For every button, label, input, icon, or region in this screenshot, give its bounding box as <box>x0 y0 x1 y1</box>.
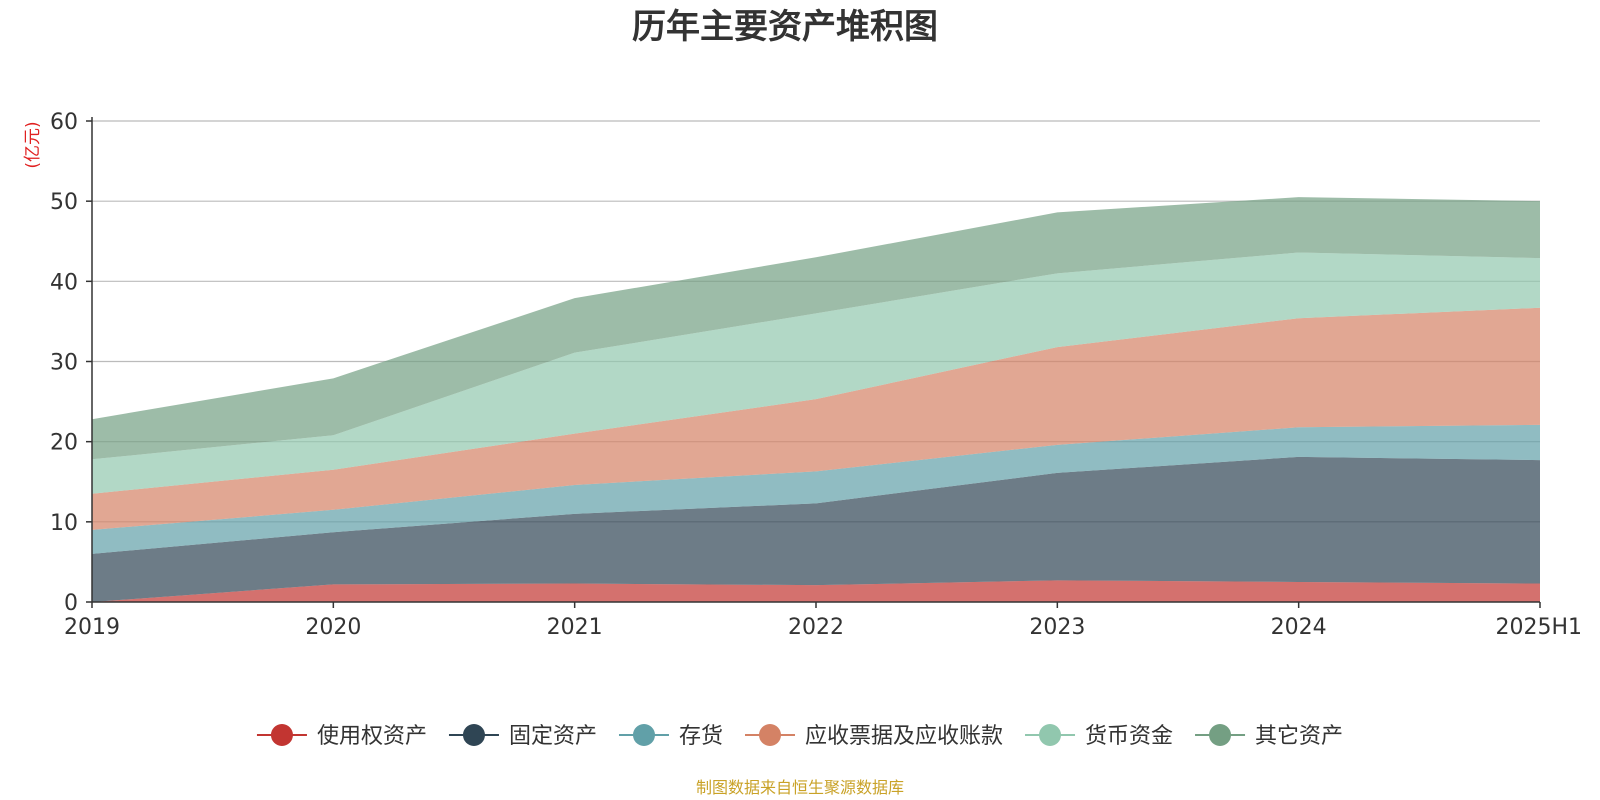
x-axis-tick-labels: 2019 2020 2021 2022 2023 2024 2025H1 <box>64 615 1582 640</box>
area-series-1 <box>92 580 1540 602</box>
legend-item-5[interactable]: 货币资金 <box>1025 724 1173 749</box>
area-series-5 <box>92 252 1540 494</box>
legend-label: 固定资产 <box>509 724 597 749</box>
legend-item-4[interactable]: 应收票据及应收账款 <box>745 724 1003 749</box>
y-tick-label: 60 <box>50 110 78 135</box>
legend-label: 货币资金 <box>1085 724 1173 749</box>
legend-dot-icon <box>462 724 485 746</box>
legend-label: 使用权资产 <box>317 724 427 749</box>
y-axis-unit-label: (亿元) <box>23 121 43 168</box>
x-tick-label: 2023 <box>1029 615 1085 640</box>
legend-item-6[interactable]: 其它资产 <box>1195 724 1343 749</box>
legend-label: 存货 <box>679 724 723 749</box>
area-series-3 <box>92 424 1540 554</box>
legend-dot-icon <box>270 724 293 746</box>
area-series-6 <box>92 197 1540 460</box>
legend-dot-icon <box>1039 724 1062 746</box>
legend-label: 应收票据及应收账款 <box>805 724 1003 749</box>
area-series <box>92 197 1540 602</box>
data-source-note: 制图数据来自恒生聚源数据库 <box>696 778 904 797</box>
y-tick-label: 50 <box>50 190 78 215</box>
y-tick-label: 30 <box>50 351 78 376</box>
x-tick-label: 2025H1 <box>1495 615 1582 640</box>
x-tick-label: 2019 <box>64 615 120 640</box>
y-tick-label: 0 <box>64 591 78 616</box>
legend-dot-icon <box>632 724 655 746</box>
area-series-2 <box>92 456 1540 602</box>
legend-dot-icon <box>759 724 781 746</box>
area-series-4 <box>92 307 1540 530</box>
legend-item-2[interactable]: 固定资产 <box>448 724 597 749</box>
x-tick-label: 2022 <box>788 615 844 640</box>
y-tick-label: 10 <box>50 511 78 536</box>
legend-item-3[interactable]: 存货 <box>618 724 723 749</box>
legend: 使用权资产 固定资产 存货 应收票据及应收账款 货币资金 其它资产 <box>256 724 1343 749</box>
x-tick-label: 2020 <box>305 615 361 640</box>
x-tick-label: 2024 <box>1271 615 1327 640</box>
legend-item-1[interactable]: 使用权资产 <box>256 724 427 749</box>
legend-dot-icon <box>1209 724 1232 746</box>
y-tick-label: 20 <box>50 431 78 456</box>
legend-label: 其它资产 <box>1255 724 1343 749</box>
chart-title: 历年主要资产堆积图 <box>632 7 938 47</box>
y-axis-tick-labels: 0 10 20 30 40 50 60 <box>50 110 78 616</box>
axes <box>86 117 1541 608</box>
y-tick-label: 40 <box>50 270 78 295</box>
x-tick-label: 2021 <box>547 615 603 640</box>
